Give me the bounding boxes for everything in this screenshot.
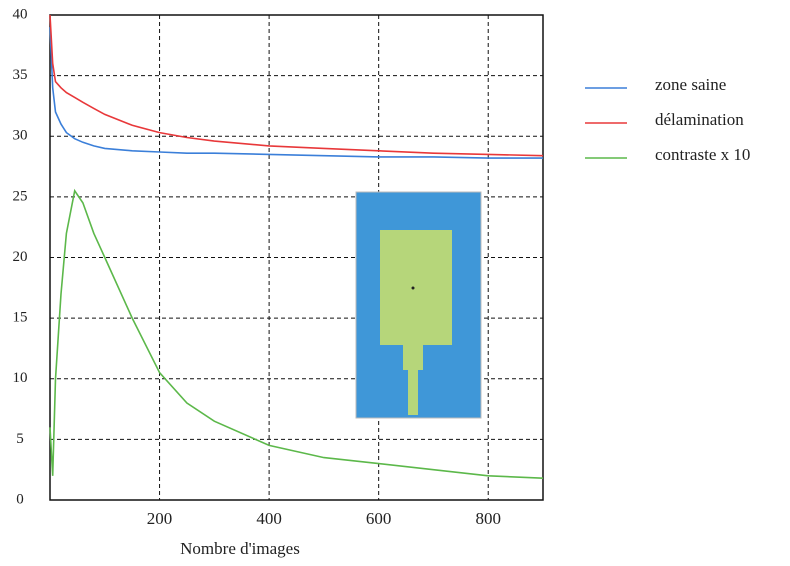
y-tick-label: 40 [13, 6, 28, 22]
y-tick-label: 30 [13, 128, 28, 144]
x-tick-label: 400 [256, 509, 282, 528]
x-tick-label: 600 [366, 509, 392, 528]
y-tick-label: 5 [16, 431, 24, 447]
x-axis-label: Nombre d'images [180, 539, 300, 558]
legend-label: contraste x 10 [655, 145, 750, 164]
y-tick-label: 25 [13, 188, 28, 204]
chart: Nombre d'images 0 5 10 15 20 25 30 35 40 200 400 60… [0, 0, 790, 566]
legend-label: délamination [655, 110, 744, 129]
x-tick-label: 800 [475, 509, 501, 528]
y-tick-label: 20 [13, 249, 28, 265]
x-tick-label: 200 [147, 509, 173, 528]
y-tick-label: 10 [13, 370, 28, 386]
inset-photo [356, 192, 481, 418]
y-tick-label: 35 [13, 67, 28, 83]
y-tick-label: 0 [16, 491, 24, 507]
legend-label: zone saine [655, 75, 726, 94]
y-tick-label: 15 [13, 310, 28, 326]
